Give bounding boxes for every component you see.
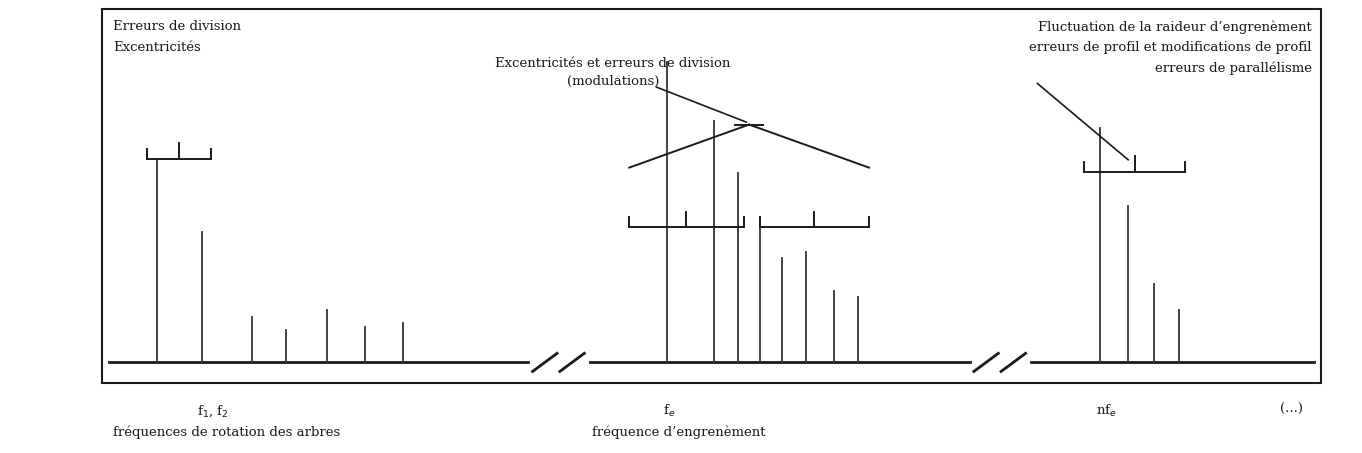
Bar (102, 9, 1321, 383)
Text: f$_e$: f$_e$ (663, 403, 676, 419)
Text: fréquence d’engrenèment: fréquence d’engrenèment (592, 426, 765, 439)
Text: Fluctuation de la raideur d’engrenèment: Fluctuation de la raideur d’engrenèment (1038, 20, 1312, 34)
Text: Erreurs de division: Erreurs de division (113, 20, 241, 34)
Text: f$_1$, f$_2$: f$_1$, f$_2$ (197, 403, 229, 419)
Text: (modulations): (modulations) (567, 75, 659, 88)
Text: Excentricités: Excentricités (113, 41, 200, 54)
Text: Excentricités et erreurs de division: Excentricités et erreurs de division (496, 57, 730, 70)
Text: erreurs de profil et modifications de profil: erreurs de profil et modifications de pr… (1030, 41, 1312, 54)
Text: erreurs de parallélisme: erreurs de parallélisme (1155, 61, 1312, 75)
Text: fréquences de rotation des arbres: fréquences de rotation des arbres (113, 426, 340, 439)
Text: nf$_e$: nf$_e$ (1096, 403, 1117, 419)
Text: (...): (...) (1280, 403, 1303, 416)
